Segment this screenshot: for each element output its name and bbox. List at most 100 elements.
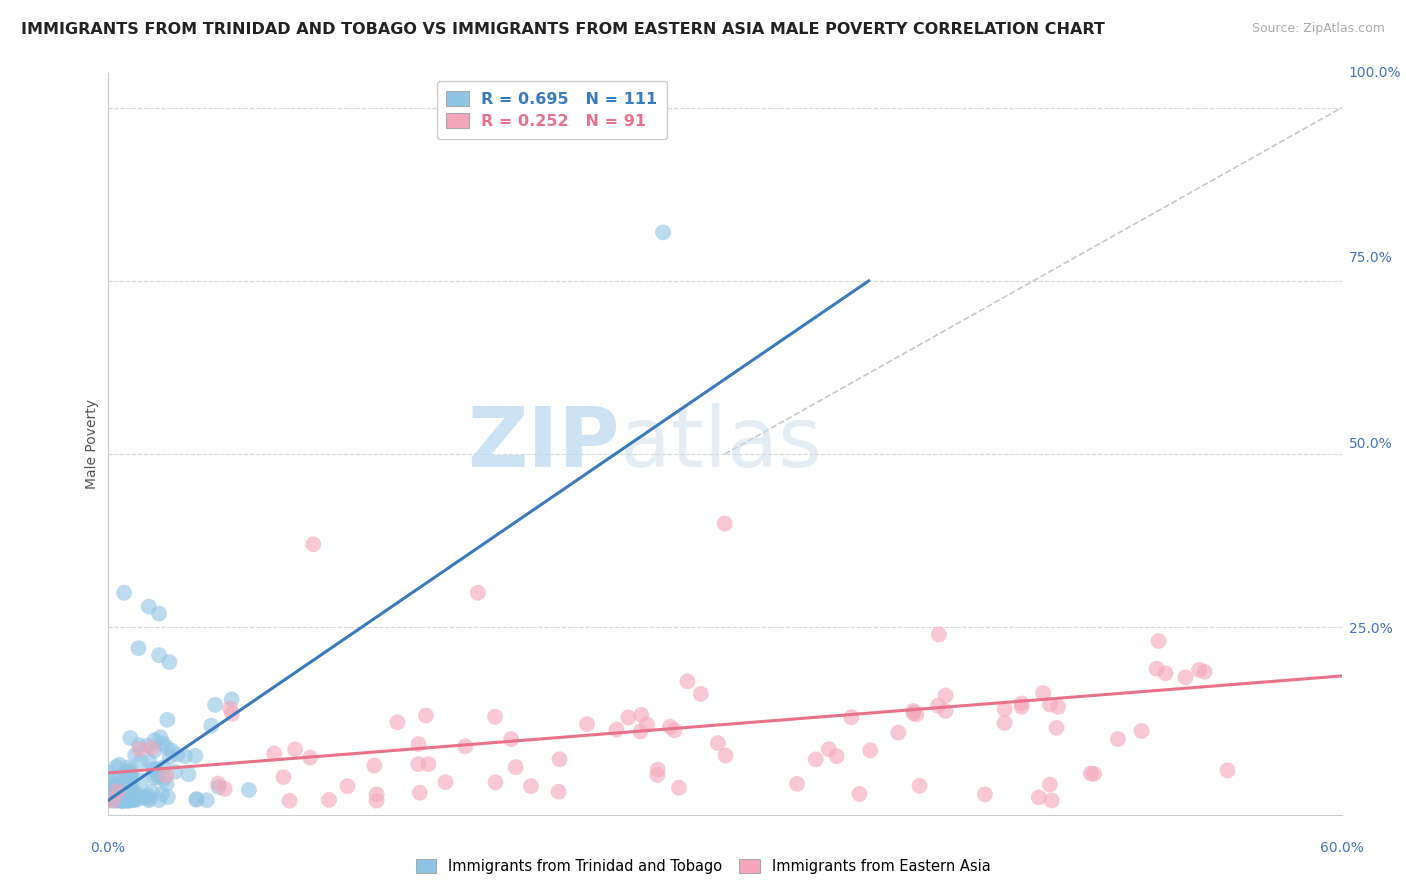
Point — [484, 775, 506, 789]
Point — [148, 648, 170, 662]
Point — [152, 772, 174, 786]
Point — [136, 739, 159, 753]
Point — [117, 764, 139, 779]
Point — [786, 777, 808, 791]
Point — [1011, 697, 1033, 711]
Point — [454, 739, 477, 754]
Point — [200, 719, 222, 733]
Point — [107, 794, 129, 808]
Point — [1194, 665, 1216, 679]
Point — [935, 704, 957, 718]
Point — [101, 792, 124, 806]
Text: 75.0%: 75.0% — [1348, 252, 1392, 266]
Point — [111, 794, 134, 808]
Point — [110, 774, 132, 789]
Point — [108, 757, 131, 772]
Text: atlas: atlas — [620, 403, 821, 484]
Point — [143, 771, 166, 785]
Point — [628, 724, 651, 739]
Point — [664, 723, 686, 738]
Point — [100, 777, 122, 791]
Point — [127, 641, 149, 656]
Point — [204, 698, 226, 712]
Point — [101, 794, 124, 808]
Point — [152, 760, 174, 774]
Point — [659, 720, 682, 734]
Point — [186, 792, 208, 806]
Point — [110, 794, 132, 808]
Point — [299, 750, 322, 764]
Point — [1080, 766, 1102, 780]
Point — [98, 780, 121, 795]
Point — [121, 780, 143, 795]
Point — [974, 788, 997, 802]
Point — [114, 792, 136, 806]
Point — [318, 793, 340, 807]
Point — [207, 776, 229, 790]
Point — [120, 768, 142, 782]
Point — [415, 708, 437, 723]
Point — [1188, 663, 1211, 677]
Point — [617, 710, 640, 724]
Point — [1216, 764, 1239, 778]
Point — [150, 787, 173, 801]
Y-axis label: Male Poverty: Male Poverty — [86, 399, 100, 489]
Point — [105, 786, 128, 800]
Point — [114, 779, 136, 793]
Point — [114, 788, 136, 802]
Point — [434, 775, 457, 789]
Point — [149, 731, 172, 745]
Text: 60.0%: 60.0% — [1320, 841, 1364, 855]
Point — [707, 736, 730, 750]
Point — [128, 738, 150, 752]
Point — [278, 794, 301, 808]
Point — [713, 516, 735, 531]
Point — [118, 771, 141, 785]
Point — [141, 784, 163, 798]
Point — [934, 689, 956, 703]
Point — [141, 741, 163, 756]
Point — [166, 747, 188, 762]
Point — [520, 779, 543, 793]
Point — [905, 707, 928, 722]
Point — [366, 794, 388, 808]
Point — [387, 715, 409, 730]
Point — [221, 692, 243, 706]
Point — [927, 698, 949, 713]
Point — [1011, 699, 1033, 714]
Point — [859, 743, 882, 757]
Point — [714, 748, 737, 763]
Point — [418, 757, 440, 772]
Point — [1146, 662, 1168, 676]
Point — [131, 773, 153, 788]
Point — [122, 789, 145, 803]
Point — [825, 749, 848, 764]
Point — [120, 731, 142, 745]
Point — [214, 781, 236, 796]
Point — [1039, 778, 1062, 792]
Point — [163, 764, 186, 779]
Point — [668, 780, 690, 795]
Point — [1174, 670, 1197, 684]
Point — [173, 749, 195, 764]
Point — [177, 767, 200, 781]
Point — [160, 743, 183, 757]
Point — [676, 674, 699, 689]
Point — [112, 586, 135, 600]
Point — [136, 789, 159, 803]
Point — [110, 794, 132, 808]
Point — [1154, 666, 1177, 681]
Text: 0.0%: 0.0% — [90, 841, 125, 855]
Point — [1028, 790, 1050, 805]
Point — [501, 732, 523, 747]
Point — [152, 736, 174, 750]
Text: ZIP: ZIP — [467, 403, 620, 484]
Point — [605, 723, 627, 737]
Text: 25.0%: 25.0% — [1348, 622, 1392, 636]
Point — [125, 789, 148, 804]
Point — [221, 706, 243, 721]
Point — [131, 789, 153, 803]
Point — [156, 790, 179, 805]
Point — [273, 770, 295, 784]
Point — [103, 783, 125, 797]
